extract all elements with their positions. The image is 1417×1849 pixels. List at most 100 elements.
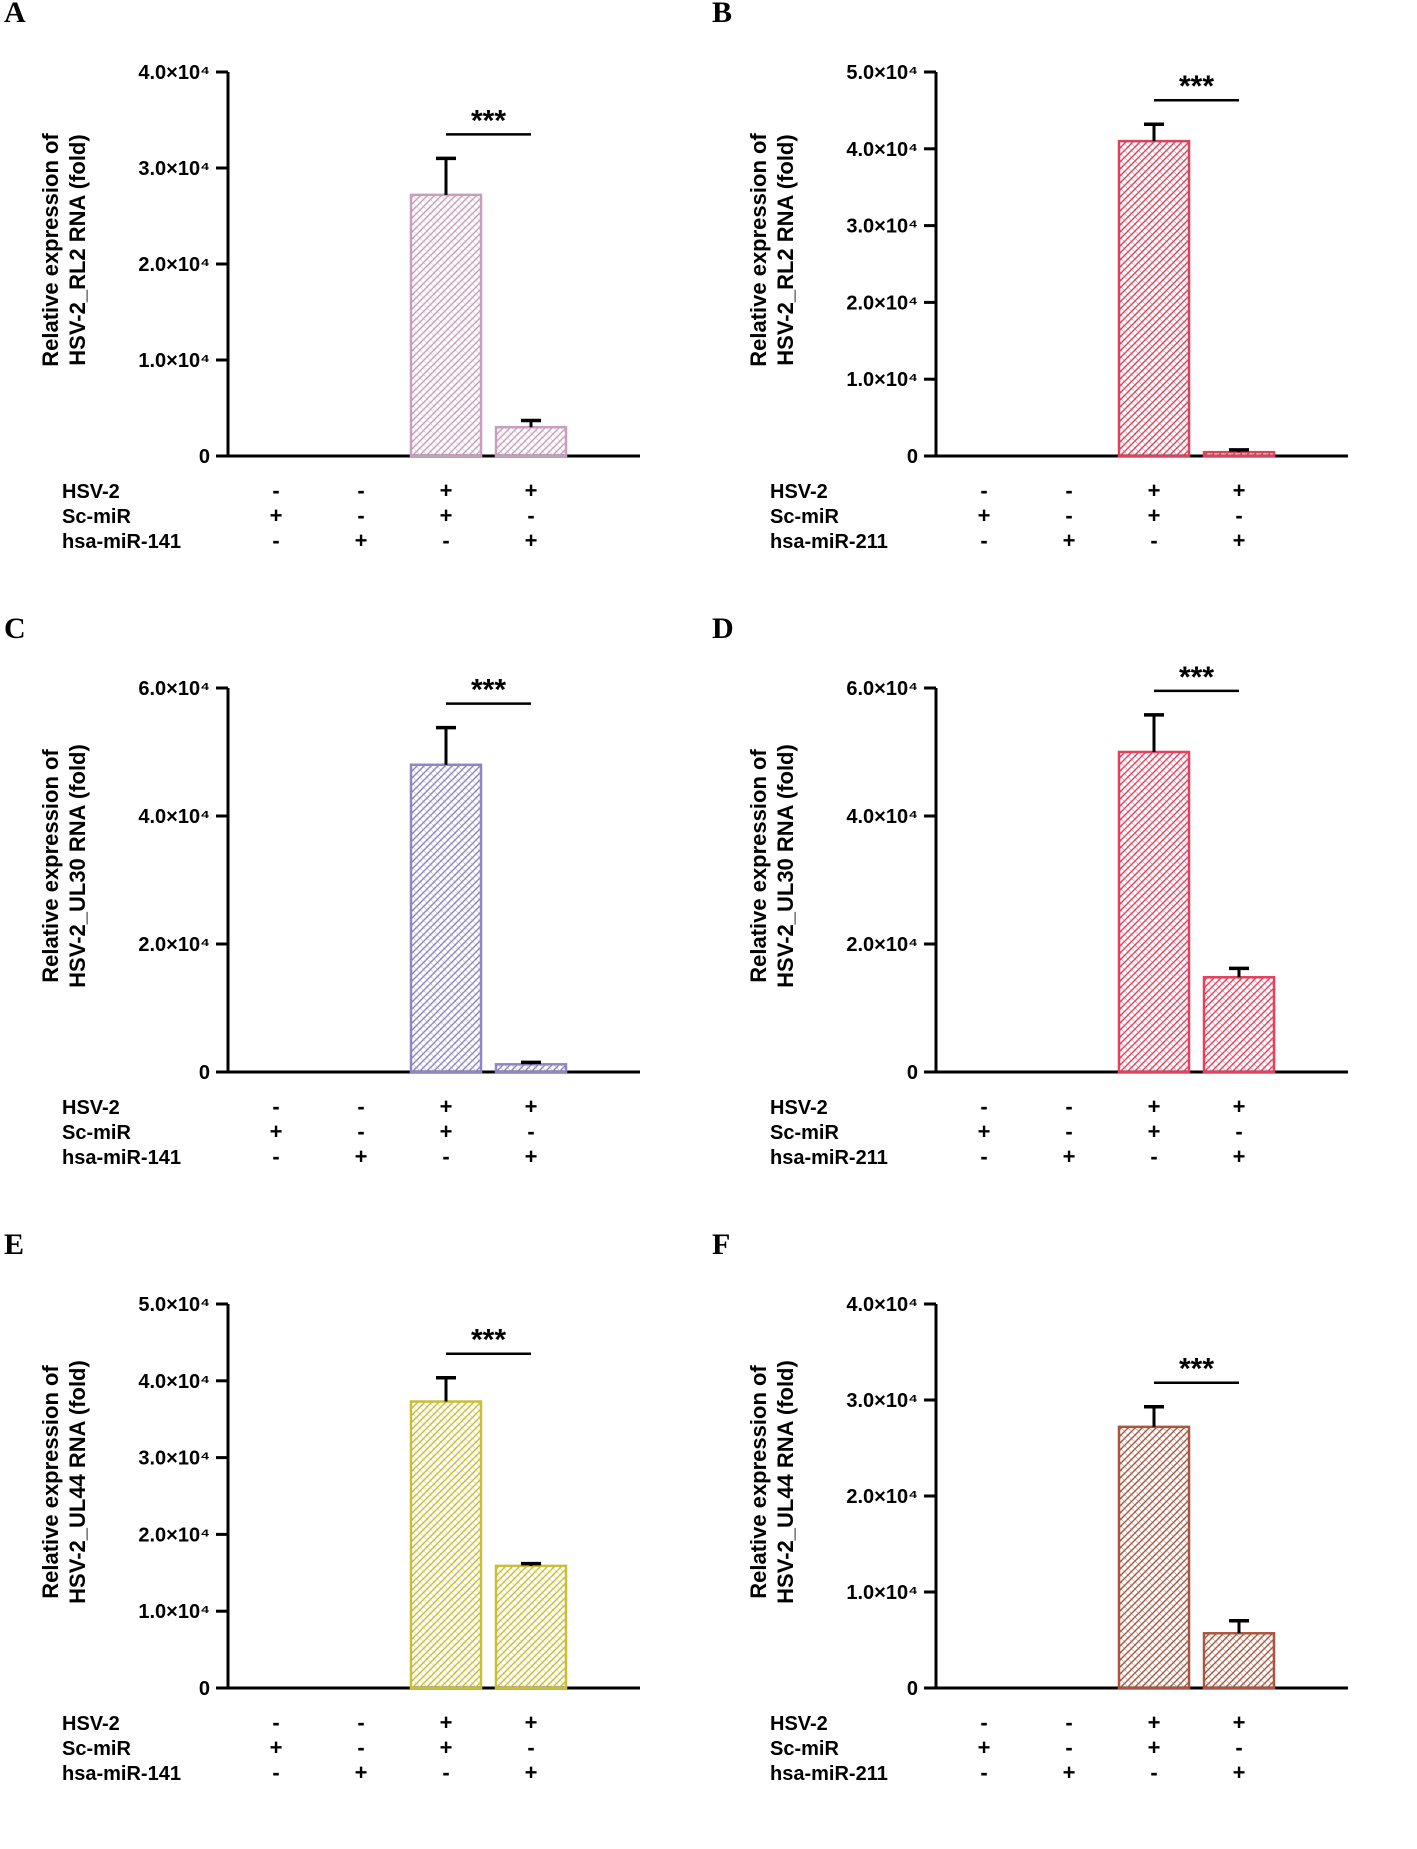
bar <box>1117 139 1191 458</box>
condition-sign: - <box>1150 528 1157 553</box>
bar <box>1202 450 1276 458</box>
panel-label: E <box>4 1228 25 1261</box>
y-tick-label: 1.0×10⁴ <box>138 350 210 372</box>
bar-chart-b: 0 1.0×10⁴ 2.0×10⁴ 3.0×10⁴ 4.0×10⁴ 5.0×10⁴ *** H… <box>770 62 1348 553</box>
y-tick-label: 4.0×10⁴ <box>846 1294 918 1316</box>
condition-sign: + <box>1148 1710 1161 1735</box>
panel-label: F <box>712 1228 731 1261</box>
y-tick-label: 4.0×10⁴ <box>138 806 210 828</box>
significance-stars: *** <box>1179 70 1214 103</box>
bar-chart-e: 0 1.0×10⁴ 2.0×10⁴ 3.0×10⁴ 4.0×10⁴ 5.0×10⁴ *** H… <box>62 1294 640 1785</box>
condition-sign: - <box>357 1094 364 1119</box>
condition-sign: + <box>440 478 453 503</box>
y-tick-label: 2.0×10⁴ <box>138 934 210 956</box>
bar <box>494 1063 568 1074</box>
bar <box>409 763 483 1074</box>
y-tick-label: 3.0×10⁴ <box>846 216 918 238</box>
condition-sign: - <box>357 1735 364 1760</box>
condition-sign: - <box>1235 503 1242 528</box>
condition-sign: + <box>1233 1760 1246 1785</box>
condition-sign: + <box>525 528 538 553</box>
y-tick-label: 2.0×10⁴ <box>138 254 210 276</box>
y-tick-label: 1.0×10⁴ <box>138 1601 210 1623</box>
panel-label: B <box>712 0 733 29</box>
bar <box>409 1400 483 1690</box>
condition-sign: - <box>980 1094 987 1119</box>
y-tick-label: 1.0×10⁴ <box>846 369 918 391</box>
bar <box>1202 1632 1276 1690</box>
condition-sign: + <box>978 1735 991 1760</box>
y-tick-label: 3.0×10⁴ <box>138 158 210 180</box>
condition-sign: + <box>270 1735 283 1760</box>
y-tick-label: 0 <box>199 1678 210 1700</box>
condition-sign: + <box>440 503 453 528</box>
condition-label: HSV-2 <box>770 1713 828 1735</box>
y-tick-label: 4.0×10⁴ <box>846 806 918 828</box>
y-tick-label: 5.0×10⁴ <box>846 62 918 84</box>
condition-sign: - <box>357 1119 364 1144</box>
condition-sign: + <box>1233 1094 1246 1119</box>
bar <box>1117 1425 1191 1690</box>
condition-label: HSV-2 <box>770 1097 828 1119</box>
condition-sign: - <box>1065 1119 1072 1144</box>
y-tick-label: 0 <box>907 1062 918 1084</box>
condition-sign: - <box>1150 1144 1157 1169</box>
condition-sign: - <box>272 478 279 503</box>
panel-b: B Relative expression of HSV-2_RL2 RNA (… <box>708 0 1416 616</box>
condition-label: hsa-miR-211 <box>770 531 888 553</box>
condition-sign: + <box>978 503 991 528</box>
y-tick-label: 2.0×10⁴ <box>846 292 918 314</box>
condition-sign: - <box>1150 1760 1157 1785</box>
condition-sign: + <box>1233 528 1246 553</box>
condition-sign: - <box>980 1710 987 1735</box>
condition-sign: - <box>980 1760 987 1785</box>
condition-sign: + <box>1063 528 1076 553</box>
condition-sign: - <box>357 503 364 528</box>
condition-label: hsa-miR-141 <box>62 1147 181 1169</box>
condition-sign: - <box>272 528 279 553</box>
condition-sign: + <box>1148 1119 1161 1144</box>
condition-label: HSV-2 <box>62 481 120 503</box>
bar <box>409 193 483 458</box>
condition-sign: - <box>980 478 987 503</box>
condition-sign: + <box>525 1144 538 1169</box>
y-tick-label: 2.0×10⁴ <box>138 1524 210 1546</box>
y-tick-label: 0 <box>907 1678 918 1700</box>
condition-label: Sc-miR <box>770 1738 839 1760</box>
condition-sign: - <box>1065 1094 1072 1119</box>
condition-sign: + <box>355 1144 368 1169</box>
condition-sign: + <box>355 528 368 553</box>
condition-label: Sc-miR <box>770 506 839 528</box>
condition-sign: + <box>525 478 538 503</box>
condition-label: HSV-2 <box>770 481 828 503</box>
condition-sign: - <box>1235 1119 1242 1144</box>
condition-sign: - <box>442 1760 449 1785</box>
condition-label: Sc-miR <box>62 1738 131 1760</box>
panel-c: C Relative expression of HSV-2_UL30 RNA … <box>0 612 708 1232</box>
condition-sign: - <box>980 1144 987 1169</box>
condition-sign: + <box>1063 1760 1076 1785</box>
condition-sign: + <box>1148 1735 1161 1760</box>
y-tick-label: 6.0×10⁴ <box>846 678 918 700</box>
condition-sign: - <box>272 1760 279 1785</box>
condition-label: hsa-miR-211 <box>770 1147 888 1169</box>
condition-sign: + <box>525 1760 538 1785</box>
condition-label: Sc-miR <box>62 1122 131 1144</box>
condition-sign: - <box>272 1144 279 1169</box>
condition-sign: + <box>270 503 283 528</box>
condition-sign: + <box>1233 478 1246 503</box>
significance-stars: *** <box>1179 661 1214 694</box>
condition-sign: + <box>1063 1144 1076 1169</box>
condition-label: hsa-miR-211 <box>770 1763 888 1785</box>
condition-sign: - <box>527 1119 534 1144</box>
y-tick-label: 3.0×10⁴ <box>846 1390 918 1412</box>
condition-sign: + <box>1233 1710 1246 1735</box>
y-tick-label: 4.0×10⁴ <box>846 139 918 161</box>
panel-label: C <box>4 612 26 645</box>
y-tick-label: 4.0×10⁴ <box>138 62 210 84</box>
condition-sign: + <box>440 1094 453 1119</box>
y-tick-label: 6.0×10⁴ <box>138 678 210 700</box>
panel-e: E Relative expression of HSV-2_UL44 RNA … <box>0 1228 708 1848</box>
bar <box>494 425 568 458</box>
